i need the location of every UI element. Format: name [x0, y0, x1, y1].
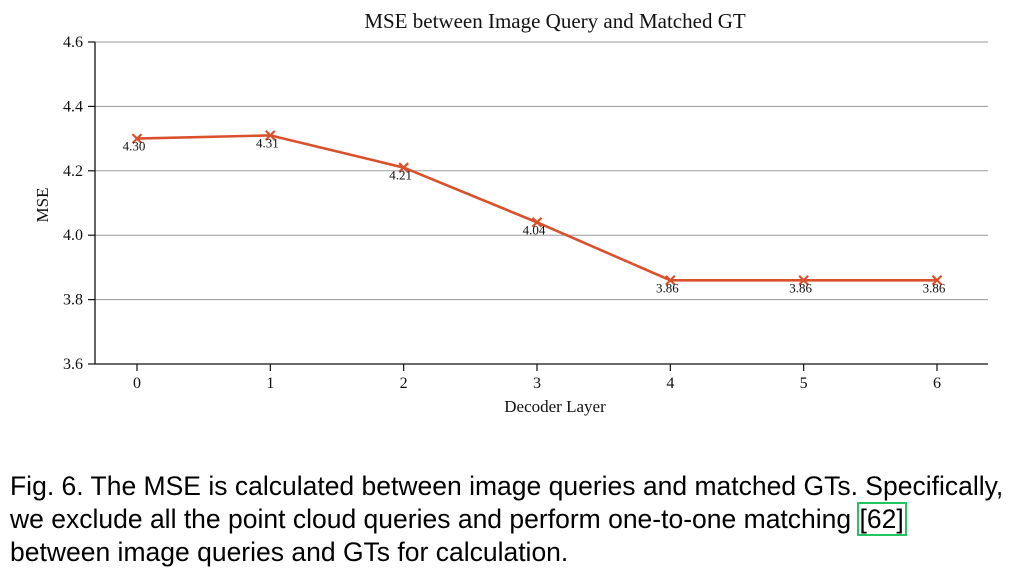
- data-point-marker: [931, 275, 943, 286]
- y-axis-label: MSE: [33, 188, 52, 223]
- series-line-path: [136, 134, 937, 282]
- x-tick-label: 3: [533, 375, 541, 392]
- data-label: 3.86: [923, 280, 946, 295]
- chart-title: MSE between Image Query and Matched GT: [364, 9, 746, 33]
- data-label: 4.04: [523, 222, 546, 237]
- data-point-marker: [665, 275, 676, 286]
- y-tick-label: 4.4: [63, 98, 83, 115]
- data-point-marker: [398, 162, 409, 173]
- x-ticks: 0 1 2 3 4 5 6: [133, 364, 941, 392]
- caption-text-end: between image queries and GTs for calcul…: [10, 537, 569, 567]
- y-tick-label: 4.6: [63, 34, 83, 51]
- y-tick-label: 3.8: [63, 292, 83, 309]
- data-point-marker: [531, 217, 543, 228]
- y-ticks: 3.6 3.8 4.0 4.2 4.4 4.6: [63, 34, 95, 373]
- data-label: 3.86: [656, 280, 679, 295]
- data-point-marker: [265, 130, 276, 141]
- x-tick-label: 5: [800, 375, 808, 392]
- y-tick-label: 3.6: [63, 356, 83, 373]
- x-tick-label: 2: [400, 375, 408, 392]
- x-tick-label: 6: [933, 375, 941, 392]
- x-axis-label: Decoder Layer: [504, 397, 606, 416]
- data-label: 3.86: [789, 280, 812, 295]
- data-point-marker: [798, 275, 809, 286]
- series-line: 4.30 4.31 4.21 4.04 3.86 3.86 3.86: [123, 130, 946, 295]
- data-point-marker: [131, 133, 143, 144]
- caption-text: Fig. 6. The MSE is calculated between im…: [10, 471, 1004, 534]
- citation-link[interactable]: [62]: [856, 502, 907, 536]
- data-label: 4.21: [389, 168, 412, 183]
- x-tick-label: 0: [133, 375, 141, 392]
- axes: [94, 42, 988, 365]
- y-tick-label: 4.2: [63, 163, 83, 180]
- data-label: 4.30: [123, 139, 146, 154]
- x-tick-label: 4: [666, 375, 674, 392]
- y-tick-label: 4.0: [63, 227, 83, 244]
- line-chart: MSE between Image Query and Matched GT 3…: [33, 9, 988, 416]
- x-tick-label: 1: [266, 375, 274, 392]
- grid-lines: [95, 41, 988, 301]
- figure-caption: Fig. 6. The MSE is calculated between im…: [10, 470, 1005, 569]
- data-label: 4.31: [256, 135, 279, 150]
